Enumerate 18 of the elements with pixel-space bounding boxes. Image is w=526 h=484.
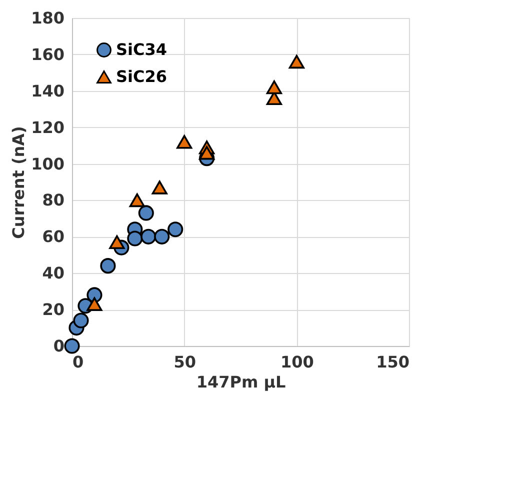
y-tick-label: 80 xyxy=(42,190,64,210)
x-tick-label: 150 xyxy=(376,352,410,372)
y-tick-label: 180 xyxy=(31,8,64,28)
legend-label: SiC26 xyxy=(116,67,168,86)
legend-label: SiC34 xyxy=(116,40,168,59)
x-axis-title: 147Pm µL xyxy=(196,372,286,392)
y-tick-label: 40 xyxy=(42,264,64,283)
y-tick-label: 100 xyxy=(31,154,64,174)
x-tick-label: 50 xyxy=(174,352,196,372)
y-tick-label: 120 xyxy=(31,118,64,137)
y-axis-title: Current (nA) xyxy=(9,126,28,239)
y-tick-label: 140 xyxy=(31,81,64,100)
x-tick-label: 100 xyxy=(280,352,314,372)
y-tick-label: 60 xyxy=(42,227,64,246)
y-tick-label: 0 xyxy=(53,336,64,356)
x-tick-label: 0 xyxy=(72,352,84,372)
y-tick-label: 160 xyxy=(31,44,64,64)
y-tick-label: 20 xyxy=(42,300,64,320)
